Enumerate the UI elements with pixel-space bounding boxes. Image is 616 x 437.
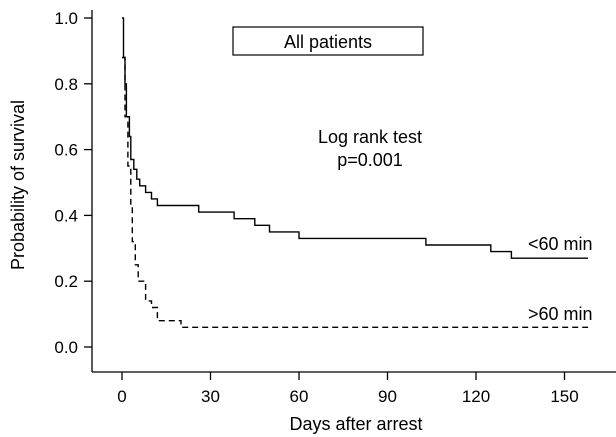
y-tick-label: 0.2	[54, 272, 78, 291]
y-tick-label: 0.6	[54, 141, 78, 160]
y-ticks: 0.0 0.2 0.4 0.6 0.8 1.0	[54, 9, 92, 357]
title-box	[232, 26, 424, 56]
x-tick-label: 30	[201, 387, 220, 406]
series-label-gt60: >60 min	[528, 304, 593, 324]
x-tick-label: 90	[378, 387, 397, 406]
x-tick-label: 0	[117, 387, 126, 406]
y-tick-label: 1.0	[54, 9, 78, 28]
x-ticks: 0 30 60 90 120 150	[117, 372, 579, 406]
x-axis-title: Days after arrest	[289, 414, 422, 434]
x-tick-label: 120	[462, 387, 490, 406]
chart-title: All patients	[284, 32, 372, 52]
y-axis-title: Probability of survival	[8, 100, 28, 270]
p-value-label: p=0.001	[337, 150, 403, 170]
y-tick-label: 0.8	[54, 75, 78, 94]
x-tick-label: 60	[290, 387, 309, 406]
y-tick-label: 0.0	[54, 338, 78, 357]
survival-curve-gt60	[122, 56, 589, 328]
y-tick-label: 0.4	[54, 206, 78, 225]
x-tick-label: 150	[550, 387, 578, 406]
series-layer	[122, 17, 589, 328]
series-label-lt60: <60 min	[528, 234, 593, 254]
log-rank-label: Log rank test	[318, 127, 422, 147]
